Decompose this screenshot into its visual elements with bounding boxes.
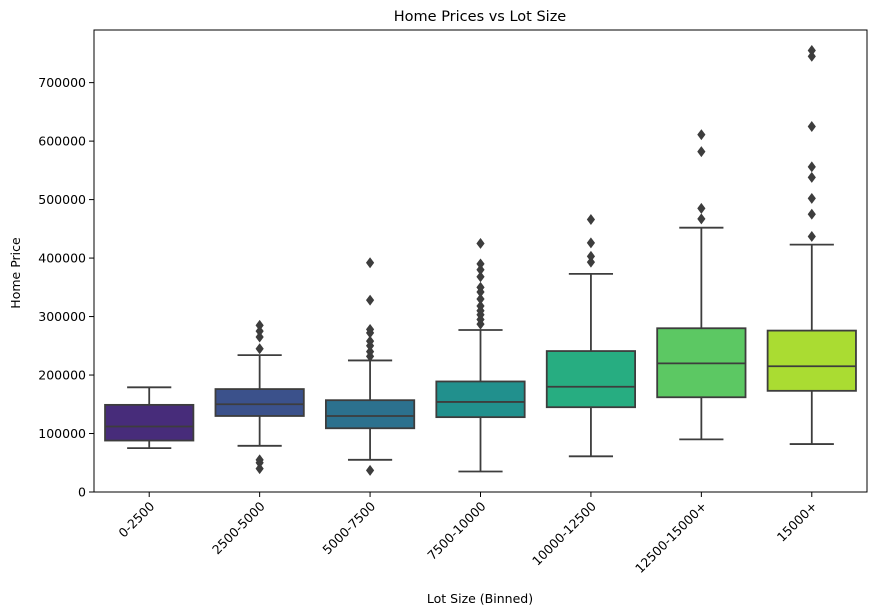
outlier-point xyxy=(255,325,264,337)
x-axis-label: Lot Size (Binned) xyxy=(427,591,533,606)
outlier-point xyxy=(807,171,816,183)
outlier-point xyxy=(586,237,596,249)
box-12500-15000+ xyxy=(656,129,747,441)
x-tick-label: 15000+ xyxy=(774,499,820,545)
outlier-point xyxy=(807,50,816,62)
box-7500-10000 xyxy=(435,237,526,473)
x-tick-label: 12500-15000+ xyxy=(632,499,709,576)
outlier-point xyxy=(365,294,375,306)
outlier-point xyxy=(807,121,816,132)
chart-title: Home Prices vs Lot Size xyxy=(394,9,567,25)
y-tick-label: 300000 xyxy=(38,309,86,324)
outlier-point xyxy=(255,463,264,475)
outlier-point xyxy=(255,454,264,466)
box-iqr xyxy=(766,329,857,392)
x-tick-label: 10000-12500 xyxy=(529,498,599,568)
box-0-2500 xyxy=(104,386,195,450)
x-tick-label: 7500-10000 xyxy=(424,498,488,562)
outlier-point xyxy=(255,331,264,343)
box-iqr xyxy=(324,399,416,430)
outlier-point xyxy=(697,213,706,225)
axes: 0 100000 200000 300000 400000 500000 600000 700… xyxy=(38,29,868,576)
x-tick-label: 0-2500 xyxy=(115,498,157,540)
outlier-point xyxy=(807,45,816,56)
outlier-point xyxy=(365,323,375,335)
outlier-point xyxy=(476,264,485,276)
outlier-point xyxy=(697,146,706,158)
outlier-point xyxy=(807,208,816,220)
outlier-point xyxy=(476,237,485,249)
y-tick-label: 200000 xyxy=(38,368,86,383)
y-tick-label: 0 xyxy=(78,485,86,500)
x-tick-label: 2500-5000 xyxy=(209,498,268,557)
outlier-point xyxy=(476,258,485,270)
outlier-point xyxy=(807,192,816,204)
outlier-point xyxy=(255,343,264,355)
outlier-point xyxy=(476,271,485,283)
y-tick-label: 600000 xyxy=(38,134,86,149)
y-axis-label: Home Price xyxy=(8,237,23,309)
outlier-point xyxy=(586,250,596,262)
outlier-point xyxy=(365,346,375,358)
outlier-point xyxy=(476,293,485,305)
box-10000-12500 xyxy=(545,214,636,458)
outlier-point xyxy=(476,281,485,293)
outlier-point xyxy=(586,214,596,225)
plot-area xyxy=(104,45,857,476)
x-tick-label: 5000-7500 xyxy=(319,498,378,557)
outlier-point xyxy=(807,161,816,173)
outlier-point xyxy=(255,319,264,331)
box-5000-7500 xyxy=(324,257,416,476)
y-tick-label: 500000 xyxy=(38,192,86,207)
outlier-point xyxy=(586,256,596,268)
outlier-point xyxy=(697,202,706,214)
outlier-point xyxy=(697,129,706,141)
box-iqr xyxy=(214,388,305,417)
box-iqr xyxy=(104,403,195,442)
box-iqr xyxy=(545,350,636,409)
box-2500-5000 xyxy=(214,319,305,475)
outlier-point xyxy=(365,335,375,347)
outlier-point xyxy=(807,230,816,242)
box-15000+ xyxy=(766,45,857,445)
y-tick-label: 400000 xyxy=(38,251,86,266)
outlier-point xyxy=(476,300,485,312)
box-iqr xyxy=(435,380,526,419)
outlier-point xyxy=(365,257,375,269)
y-tick-label: 100000 xyxy=(38,426,86,441)
y-tick-label: 700000 xyxy=(38,75,86,90)
outlier-point xyxy=(365,464,375,476)
